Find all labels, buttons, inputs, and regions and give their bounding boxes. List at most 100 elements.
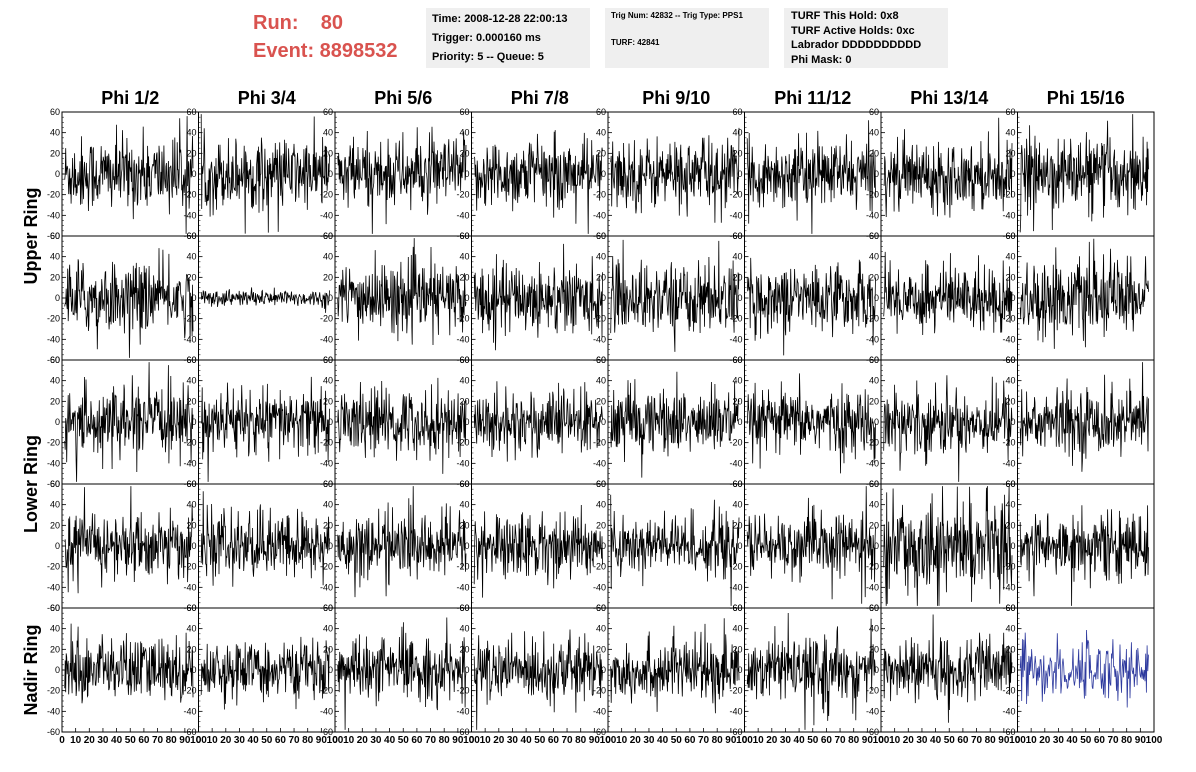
x-tick-label: 20: [766, 735, 778, 746]
column-header: Phi 13/14: [910, 88, 988, 108]
y-tick-label: -40: [729, 582, 742, 592]
waveform-trace: [337, 126, 467, 234]
x-tick-label: 100: [736, 735, 753, 746]
y-tick-label: -40: [320, 210, 333, 220]
y-tick-label: 60: [1005, 355, 1015, 365]
waveform-trace: [200, 376, 330, 482]
x-tick-label: 10: [343, 735, 355, 746]
x-tick-label: 0: [605, 735, 611, 746]
x-tick-label: 40: [1067, 735, 1079, 746]
y-tick-label: -20: [866, 438, 879, 448]
y-tick-label: 60: [732, 107, 742, 117]
waveform-trace: [883, 614, 1013, 723]
y-tick-label: 40: [459, 376, 469, 386]
y-tick-label: -40: [456, 706, 469, 716]
y-tick-label: 20: [459, 396, 469, 406]
y-tick-label: -20: [866, 562, 879, 572]
y-tick-label: 20: [186, 644, 196, 654]
y-tick-label: 40: [186, 376, 196, 386]
waveform-trace: [200, 491, 330, 587]
x-tick-label: 20: [357, 735, 369, 746]
y-tick-label: 20: [459, 644, 469, 654]
y-tick-label: -40: [1002, 458, 1015, 468]
y-tick-label: 60: [732, 231, 742, 241]
waveform-trace: [64, 623, 194, 704]
y-tick-label: 40: [732, 624, 742, 634]
phi-mask-text: Phi Mask: 0: [791, 53, 852, 66]
y-tick-label: 40: [869, 376, 879, 386]
x-tick-label: 0: [332, 735, 338, 746]
x-tick-label: 60: [275, 735, 287, 746]
waveform-trace: [1019, 114, 1149, 233]
waveform-trace: [1019, 505, 1149, 606]
x-tick-label: 40: [521, 735, 533, 746]
x-tick-label: 30: [780, 735, 792, 746]
waveform-trace: [337, 617, 467, 730]
waveform-trace: [473, 504, 603, 598]
y-tick-label: 20: [596, 396, 606, 406]
ring-label: Lower Ring: [21, 435, 41, 533]
y-tick-label: -20: [456, 438, 469, 448]
y-tick-label: -40: [183, 706, 196, 716]
y-tick-label: 20: [869, 396, 879, 406]
y-tick-label: -20: [866, 314, 879, 324]
y-tick-label: 0: [737, 417, 742, 427]
x-tick-label: 30: [507, 735, 519, 746]
y-tick-label: -20: [1002, 438, 1015, 448]
y-tick-label: -20: [456, 686, 469, 696]
y-tick-label: 0: [601, 293, 606, 303]
x-tick-label: 80: [848, 735, 860, 746]
event-number: Event: 8898532: [253, 40, 398, 62]
y-tick-label: 40: [732, 128, 742, 138]
x-tick-label: 90: [452, 735, 464, 746]
y-tick-label: 60: [50, 107, 60, 117]
y-tick-label: 0: [191, 169, 196, 179]
y-tick-label: 0: [464, 541, 469, 551]
y-tick-label: 40: [323, 252, 333, 262]
y-tick-label: 40: [596, 376, 606, 386]
y-tick-label: -60: [47, 479, 60, 489]
y-tick-label: -40: [320, 706, 333, 716]
y-tick-label: 40: [596, 624, 606, 634]
y-tick-label: 60: [869, 107, 879, 117]
y-tick-label: -20: [1002, 314, 1015, 324]
waveform-trace: [746, 486, 876, 604]
y-tick-label: 20: [596, 272, 606, 282]
y-tick-label: -60: [866, 727, 879, 737]
column-header: Phi 5/6: [374, 88, 432, 108]
y-tick-label: 20: [869, 520, 879, 530]
x-tick-label: 80: [166, 735, 178, 746]
y-tick-label: -40: [183, 582, 196, 592]
y-tick-label: 60: [1005, 231, 1015, 241]
y-tick-label: -60: [47, 355, 60, 365]
time-info-box: Time: 2008-12-28 22:00:13 Trigger: 0.000…: [426, 8, 590, 68]
y-tick-label: 60: [596, 355, 606, 365]
y-tick-label: -20: [456, 190, 469, 200]
waveform-trace: [64, 362, 194, 482]
x-tick-label: 100: [873, 735, 890, 746]
y-tick-label: -40: [1002, 334, 1015, 344]
turf-info-box: TURF This Hold: 0x8 TURF Active Holds: 0…: [784, 8, 948, 68]
column-header: Phi 15/16: [1047, 88, 1125, 108]
x-tick-label: 100: [327, 735, 344, 746]
y-tick-label: 40: [869, 624, 879, 634]
x-tick-label: 80: [712, 735, 724, 746]
y-tick-label: -20: [1002, 686, 1015, 696]
x-tick-label: 90: [1135, 735, 1147, 746]
y-tick-label: -40: [1002, 706, 1015, 716]
column-header: Phi 11/12: [774, 88, 851, 108]
y-tick-label: 20: [186, 272, 196, 282]
y-tick-label: 20: [323, 396, 333, 406]
y-tick-label: -40: [729, 458, 742, 468]
y-tick-label: 60: [186, 479, 196, 489]
y-tick-label: 60: [1005, 603, 1015, 613]
y-tick-label: 0: [601, 417, 606, 427]
y-tick-label: 20: [1005, 148, 1015, 158]
y-tick-label: 0: [601, 665, 606, 675]
y-tick-label: -20: [729, 686, 742, 696]
y-tick-label: -20: [593, 314, 606, 324]
x-tick-label: 10: [753, 735, 765, 746]
x-tick-label: 80: [302, 735, 314, 746]
y-tick-label: 20: [869, 272, 879, 282]
y-tick-label: 0: [191, 293, 196, 303]
